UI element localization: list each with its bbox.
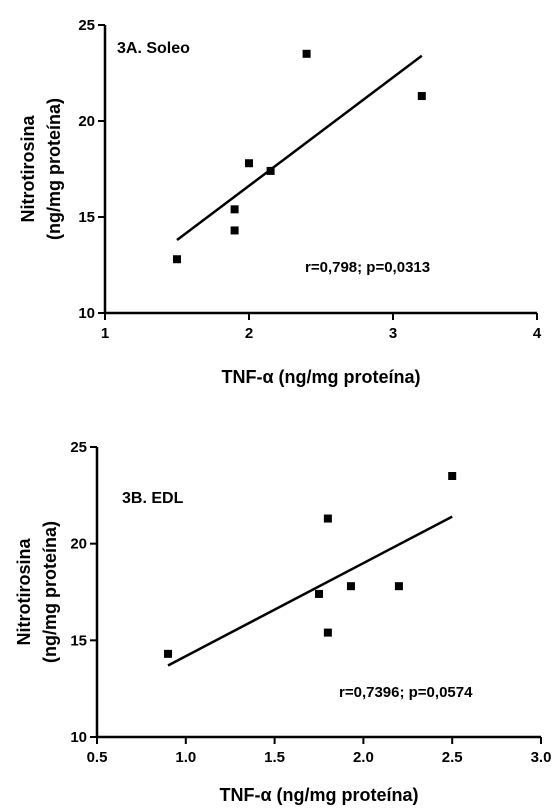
x-tick-label: 2 [245, 325, 253, 342]
data-point [164, 649, 173, 658]
y-axis-title: (ng/mg proteína) [40, 521, 60, 663]
x-tick-label: 2.5 [442, 749, 463, 766]
x-axis-title: TNF-α (ng/mg proteína) [221, 367, 420, 387]
x-tick-label: 0.5 [87, 749, 108, 766]
data-point [173, 255, 181, 264]
y-axis-title: Nitrotirosina [18, 115, 38, 223]
panel-title: 3B. EDL [122, 490, 184, 507]
y-tick-label: 10 [78, 305, 95, 322]
y-tick-label: 15 [78, 209, 95, 226]
data-point [417, 92, 426, 101]
data-point [323, 628, 332, 637]
data-point [266, 166, 275, 175]
panel-title: 3A. Soleo [117, 40, 190, 57]
chart-3a: 1 2 3 4 10 15 20 25 3A. Soleo r=0,798; p=0,0313 TN… [18, 17, 542, 387]
regression-line [176, 54, 423, 242]
y-tick-label: 20 [70, 536, 87, 553]
regression-line [167, 515, 453, 667]
stats-annotation: r=0,7396; p=0,0574 [339, 684, 473, 701]
data-point [302, 49, 311, 58]
x-tick-label: 3 [389, 325, 397, 342]
y-tick-label: 10 [70, 729, 87, 746]
y-tick-label: 15 [70, 632, 87, 649]
data-point [230, 205, 239, 214]
stats-annotation: r=0,798; p=0,0313 [305, 259, 430, 276]
x-tick-label: 2.0 [353, 749, 374, 766]
data-point [346, 582, 355, 591]
chart-3b: 0.5 1.0 1.5 2.0 2.5 3.0 10 15 20 25 3B. EDL r=0,739… [14, 439, 551, 805]
x-tick-label: 4 [533, 325, 542, 342]
x-tick-label: 1 [101, 325, 109, 342]
data-point [230, 226, 239, 235]
data-point [315, 589, 323, 598]
x-tick-label: 3.0 [531, 749, 552, 766]
data-point [448, 472, 457, 480]
data-point [394, 582, 403, 591]
y-tick-label: 25 [78, 17, 95, 34]
y-tick-label: 20 [78, 113, 95, 130]
data-point [323, 514, 332, 523]
x-tick-label: 1.0 [175, 749, 196, 766]
x-axis-title: TNF-α (ng/mg proteína) [219, 785, 418, 805]
x-tick-label: 1.5 [264, 749, 285, 766]
data-point [245, 159, 253, 168]
y-axis-title: Nitrotirosina [14, 538, 34, 646]
y-tick-label: 25 [70, 439, 87, 456]
y-axis-title: (ng/mg proteína) [44, 98, 64, 240]
